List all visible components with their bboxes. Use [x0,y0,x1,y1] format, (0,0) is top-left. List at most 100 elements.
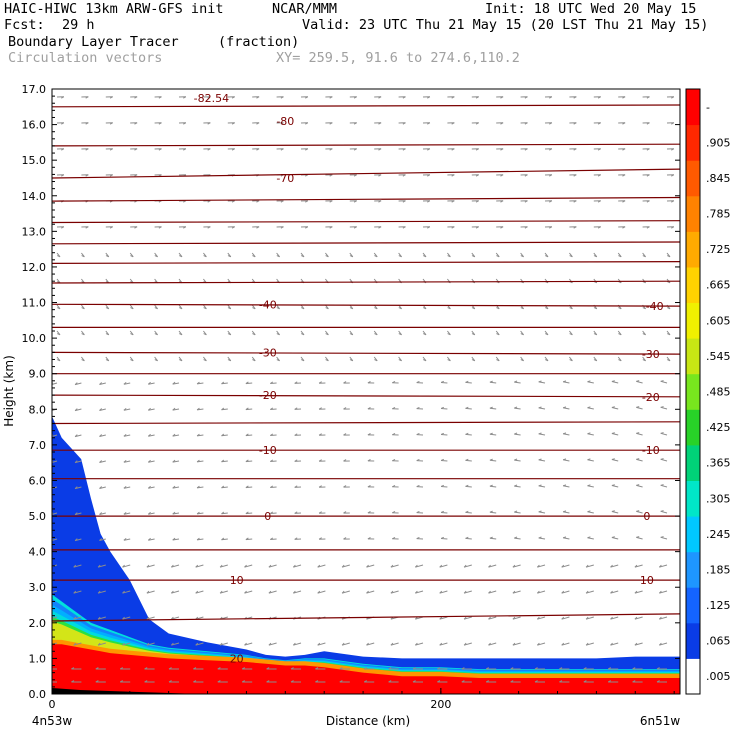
wind-vector-head [109,96,113,99]
wind-vector-head [562,510,567,513]
wind-vector-head [290,667,294,670]
wind-vector [465,433,472,436]
wind-vector-head [123,408,127,411]
wind-vector-head [119,667,124,670]
wind-vector-head [512,564,516,568]
wind-vector-head [585,616,589,620]
wind-vector-head [221,511,225,515]
wind-vector-head [439,616,443,620]
wind-vector [611,459,619,462]
isotherm-2 [52,143,680,147]
wind-vector-head [343,433,347,436]
wind-vector-head [569,307,573,310]
wind-vector-head [74,512,78,515]
wind-vector [659,616,668,620]
wind-vector-head [363,680,368,683]
wind-vector-head [597,226,601,229]
colorbar-label: .545 [706,350,731,363]
wind-vector-head [562,406,567,409]
wind-vector-head [144,667,148,670]
wind-vector [122,564,131,568]
colorbar-swatch [686,302,700,339]
wind-vector [611,433,619,436]
wind-vector-head [195,642,199,646]
contour-label: -10 [259,444,277,457]
wind-vector [74,408,82,412]
wind-vector [172,382,180,385]
wind-vector [636,458,643,462]
wind-vector [659,564,668,568]
wind-vector-head [465,458,469,461]
wind-vector-head [147,407,151,411]
wind-vector [537,590,546,594]
wind-vector-head [196,485,200,489]
wind-vector-head [74,460,78,463]
wind-vector-head [134,226,138,229]
wind-vector-head [500,96,504,99]
wind-vector-head [179,333,183,336]
wind-vector-head [378,200,382,203]
isotherm-13 [52,394,680,398]
wind-vector-head [329,122,333,125]
wind-vector-head [514,510,518,513]
wind-vector [268,564,277,568]
wind-vector [390,642,399,646]
wind-vector-head [231,200,235,203]
wind-vector-head [270,511,274,514]
wind-vector-head [475,148,479,151]
wind-vector [585,590,594,594]
wind-vector [74,486,82,490]
wind-vector-head [402,226,406,229]
wind-vector-head [170,642,174,646]
wind-vector-head [646,226,650,229]
wind-vector-head [97,590,101,594]
wind-vector-head [561,564,565,568]
wind-vector-head [99,486,103,489]
wind-vector [171,590,180,594]
wind-vector-head [416,432,420,436]
y-tick-label: 16.0 [22,119,47,132]
wind-vector-head [256,226,260,229]
wind-vector-head [207,200,211,203]
wind-vector-head [252,333,256,336]
wind-vector [148,434,155,437]
wind-vector-head [231,122,235,125]
wind-vector-head [642,307,646,310]
wind-vector-head [329,148,333,151]
wind-vector-head [660,406,664,408]
wind-vector-head [597,174,601,177]
wind-vector [489,485,497,488]
wind-vector-head [611,458,615,460]
wind-vector-head [439,564,443,568]
wind-vector-head [318,459,322,462]
wind-vector-head [489,510,493,513]
wind-vector-head [207,96,211,99]
wind-vector-head [587,458,591,461]
x-tick-label: 0 [49,698,56,711]
wind-vector-head [367,433,371,436]
wind-vector-head [538,536,542,539]
wind-vector-head [520,307,524,310]
wind-vector-head [447,255,451,258]
wind-vector-head [585,590,589,594]
wind-vector-head [660,432,664,434]
wind-vector [52,616,58,619]
wind-vector [122,590,131,594]
wind-vector-head [475,122,479,125]
wind-vector-head [154,255,158,258]
wind-vector-head [231,226,235,229]
wind-vector [195,590,204,594]
wind-vector-head [427,174,431,177]
wind-vector-head [61,148,65,151]
x-end-location: 6n51w [640,714,681,728]
wind-vector-head [294,381,298,384]
wind-vector-head [520,255,524,258]
wind-vector-head [392,432,396,436]
wind-vector-head [414,564,418,568]
y-tick-label: 2.0 [29,617,47,630]
wind-vector-head [500,122,504,125]
wind-vector [514,485,521,488]
colorbar-label: .005 [706,670,731,683]
wind-vector [74,382,82,386]
wind-vector-head [634,564,638,568]
